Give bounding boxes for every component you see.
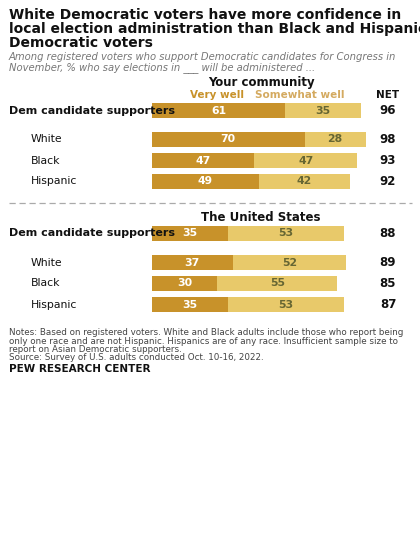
Text: Your community: Your community <box>207 76 314 89</box>
Text: local election administration than Black and Hispanic: local election administration than Black… <box>9 22 420 36</box>
Text: Very well: Very well <box>190 90 244 100</box>
Text: 55: 55 <box>270 279 285 288</box>
Text: 35: 35 <box>183 300 198 310</box>
Text: 52: 52 <box>282 257 297 268</box>
Text: 49: 49 <box>198 176 213 187</box>
Text: 53: 53 <box>278 228 294 238</box>
Text: Black: Black <box>31 279 60 288</box>
Text: 28: 28 <box>328 134 343 145</box>
Text: Democratic voters: Democratic voters <box>9 36 153 50</box>
Bar <box>259 174 350 189</box>
Text: 53: 53 <box>278 300 294 310</box>
Bar <box>285 103 361 118</box>
Text: 98: 98 <box>380 133 396 146</box>
Text: White: White <box>31 257 63 268</box>
Text: 30: 30 <box>177 279 192 288</box>
Bar <box>218 276 337 291</box>
Text: 37: 37 <box>185 257 200 268</box>
Bar <box>152 103 285 118</box>
Text: 85: 85 <box>380 277 396 290</box>
Text: only one race and are not Hispanic. Hispanics are of any race. Insufficient samp: only one race and are not Hispanic. Hisp… <box>9 337 398 345</box>
Text: Hispanic: Hispanic <box>31 176 77 187</box>
Text: 92: 92 <box>380 175 396 188</box>
Bar <box>152 226 228 241</box>
Text: Notes: Based on registered voters. White and Black adults include those who repo: Notes: Based on registered voters. White… <box>9 328 403 337</box>
Text: 42: 42 <box>297 176 312 187</box>
Text: 88: 88 <box>380 227 396 240</box>
Text: White: White <box>31 134 63 145</box>
Text: 89: 89 <box>380 256 396 269</box>
Text: PEW RESEARCH CENTER: PEW RESEARCH CENTER <box>9 364 150 374</box>
Bar <box>152 132 304 147</box>
Text: 70: 70 <box>221 134 236 145</box>
Text: 87: 87 <box>380 298 396 311</box>
Bar <box>304 132 366 147</box>
Text: 35: 35 <box>315 106 331 115</box>
Text: Black: Black <box>31 156 60 165</box>
Bar <box>152 174 259 189</box>
Bar <box>233 255 346 270</box>
Text: 96: 96 <box>380 104 396 117</box>
Text: 61: 61 <box>211 106 226 115</box>
Bar <box>152 255 233 270</box>
Text: Dem candidate supporters: Dem candidate supporters <box>9 106 175 115</box>
Text: 47: 47 <box>196 156 211 165</box>
Bar <box>255 153 357 168</box>
Text: Source: Survey of U.S. adults conducted Oct. 10-16, 2022.: Source: Survey of U.S. adults conducted … <box>9 354 264 362</box>
Bar <box>152 153 255 168</box>
Text: Hispanic: Hispanic <box>31 300 77 310</box>
Bar <box>228 297 344 312</box>
Text: 47: 47 <box>298 156 313 165</box>
Text: Dem candidate supporters: Dem candidate supporters <box>9 228 175 238</box>
Bar <box>152 297 228 312</box>
Text: White Democratic voters have more confidence in: White Democratic voters have more confid… <box>9 8 401 22</box>
Text: November, % who say elections in ___ will be administered ...: November, % who say elections in ___ wil… <box>9 62 315 73</box>
Text: Somewhat well: Somewhat well <box>255 90 345 100</box>
Bar <box>228 226 344 241</box>
Text: 93: 93 <box>380 154 396 167</box>
Text: Among registered voters who support Democratic candidates for Congress in: Among registered voters who support Demo… <box>9 52 396 62</box>
Text: The United States: The United States <box>201 211 321 224</box>
Bar <box>152 276 218 291</box>
Text: NET: NET <box>376 90 399 100</box>
Text: report on Asian Democratic supporters.: report on Asian Democratic supporters. <box>9 345 182 354</box>
Text: 35: 35 <box>183 228 198 238</box>
